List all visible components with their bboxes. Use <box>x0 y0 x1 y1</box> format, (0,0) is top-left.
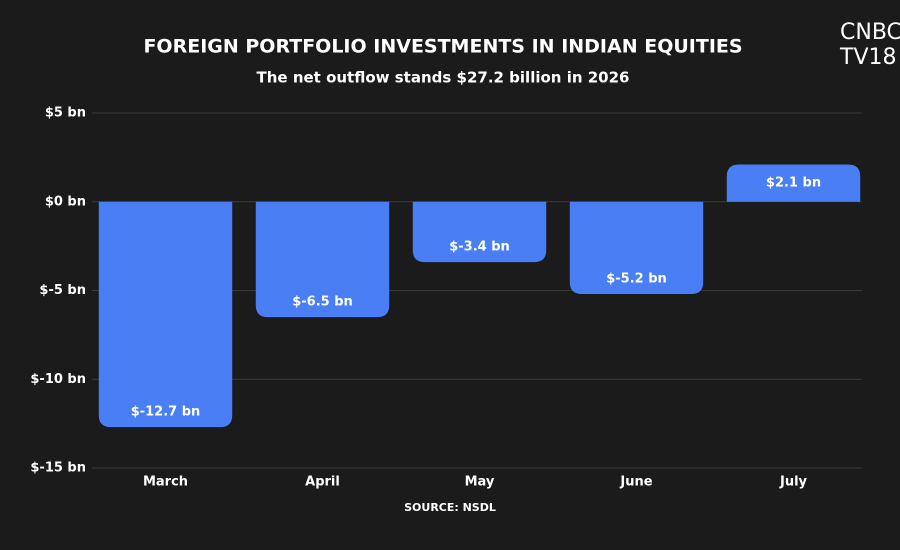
bar <box>726 164 861 202</box>
x-tick-label: June <box>619 475 652 490</box>
chart-title: FOREIGN PORTFOLIO INVESTMENTS IN INDIAN … <box>143 36 742 58</box>
source: SOURCE: NSDL <box>404 501 496 514</box>
y-tick-label: $-5 bn <box>39 283 86 298</box>
logo-line: CNBC <box>840 20 900 45</box>
y-tick-label: $-10 bn <box>30 372 86 387</box>
bar <box>98 201 233 428</box>
y-tick-label: $0 bn <box>45 194 86 209</box>
x-tick-label: July <box>779 475 808 490</box>
chart-subtitle: The net outflow stands $27.2 billion in … <box>257 69 630 87</box>
logo-line: TV18 <box>839 45 896 70</box>
value-label: $-3.4 bn <box>449 240 510 255</box>
bar <box>412 201 547 263</box>
value-label: $2.1 bn <box>766 176 821 191</box>
y-tick-label: $-15 bn <box>30 461 86 476</box>
value-label: $-12.7 bn <box>131 405 201 420</box>
x-tick-label: May <box>465 475 495 490</box>
x-tick-label: April <box>305 475 340 490</box>
value-label: $-6.5 bn <box>292 295 353 310</box>
y-tick-label: $5 bn <box>45 106 86 121</box>
value-label: $-5.2 bn <box>606 272 667 287</box>
x-tick-label: March <box>143 475 188 490</box>
bar <box>255 201 390 318</box>
bar <box>569 201 704 295</box>
